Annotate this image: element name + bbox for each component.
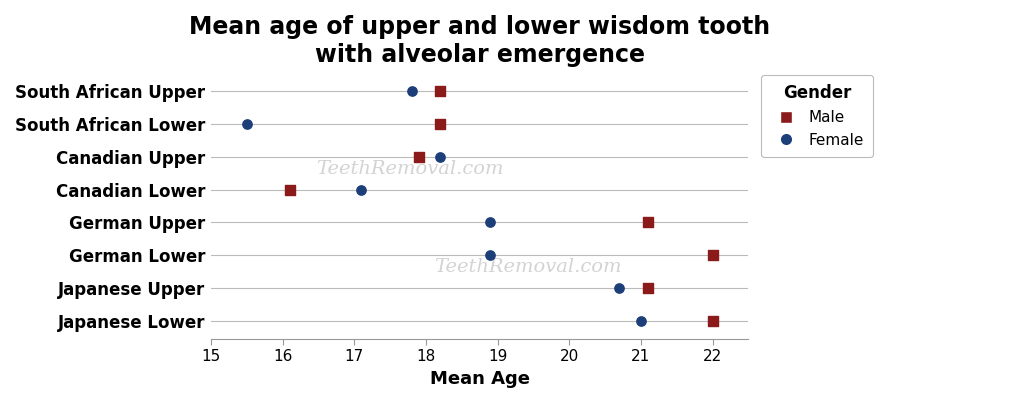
Point (633, 318, 649, 324)
Point (239, 120, 255, 127)
Text: TeethRemoval.com: TeethRemoval.com (316, 160, 504, 178)
Point (705, 318, 721, 324)
Point (432, 120, 449, 127)
Legend: Male, Female: Male, Female (762, 75, 873, 157)
Point (282, 186, 298, 193)
Point (353, 186, 370, 193)
Title: Mean age of upper and lower wisdom tooth
with alveolar emergence: Mean age of upper and lower wisdom tooth… (189, 15, 770, 67)
Point (705, 252, 721, 258)
Point (482, 219, 499, 226)
Point (411, 154, 427, 160)
Point (432, 88, 449, 94)
X-axis label: Mean Age: Mean Age (430, 370, 529, 388)
Point (432, 154, 449, 160)
Point (640, 285, 656, 291)
Point (640, 219, 656, 226)
Point (403, 88, 420, 94)
Point (482, 252, 499, 258)
Text: TeethRemoval.com: TeethRemoval.com (434, 258, 622, 276)
Point (611, 285, 628, 291)
